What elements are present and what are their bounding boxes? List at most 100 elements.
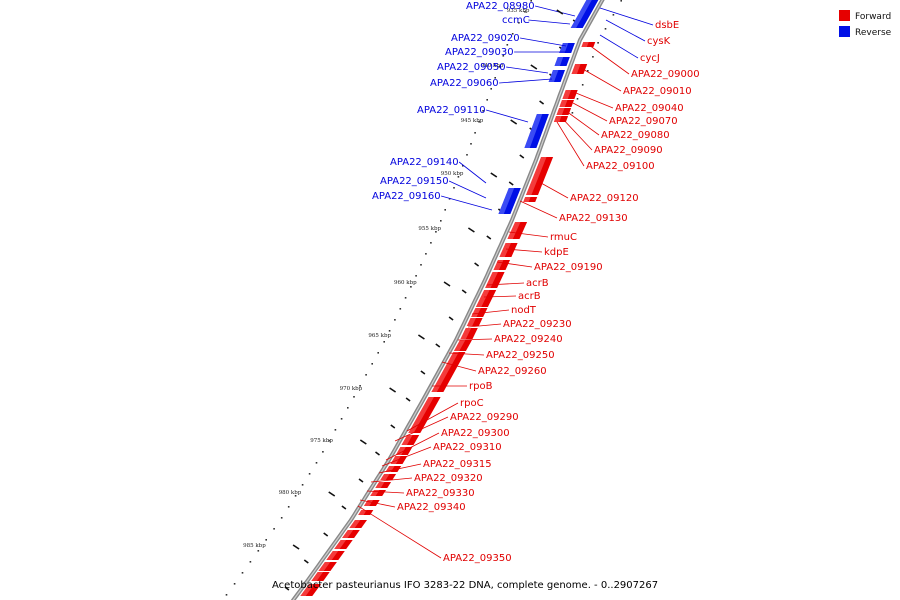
dot xyxy=(511,33,514,35)
reverse-gene[interactable] xyxy=(559,43,575,53)
forward-gene[interactable] xyxy=(507,222,528,239)
forward-gene[interactable] xyxy=(556,108,572,115)
forward-gene-label[interactable]: cycJ xyxy=(640,53,660,64)
reverse-gene[interactable] xyxy=(570,14,591,28)
forward-gene[interactable] xyxy=(380,474,397,480)
reverse-gene-label[interactable]: APA22_09150 xyxy=(380,176,449,187)
forward-gene-label[interactable]: APA22_09230 xyxy=(503,319,572,330)
forward-gene-label[interactable]: APA22_09010 xyxy=(623,86,692,97)
forward-gene-label[interactable]: APA22_09330 xyxy=(406,488,475,499)
forward-gene[interactable] xyxy=(499,243,518,257)
forward-gene[interactable] xyxy=(485,272,505,288)
reverse-gene-label[interactable]: APA22_09050 xyxy=(437,62,506,73)
forward-gene-label[interactable]: cysK xyxy=(647,36,671,47)
forward-gene[interactable] xyxy=(300,584,322,596)
reverse-gene[interactable] xyxy=(548,70,565,82)
forward-gene[interactable] xyxy=(471,308,488,317)
minor-tick xyxy=(358,478,364,483)
forward-gene[interactable] xyxy=(581,42,596,47)
forward-gene[interactable] xyxy=(334,540,353,549)
forward-gene[interactable] xyxy=(408,397,441,433)
forward-gene-label[interactable]: rmuC xyxy=(550,232,577,243)
forward-gene[interactable] xyxy=(311,572,330,581)
reverse-gene[interactable] xyxy=(498,196,518,214)
reverse-gene-label[interactable]: APA22_09160 xyxy=(372,191,441,202)
gene-labels[interactable]: APA22_08980 ccmC APA22_09020 APA22_09030 APA… xyxy=(372,1,700,564)
forward-gene[interactable] xyxy=(375,482,392,488)
forward-gene-label[interactable]: APA22_09130 xyxy=(559,213,628,224)
forward-gene-label[interactable]: APA22_09040 xyxy=(615,103,684,114)
leader-line xyxy=(467,323,502,328)
forward-gene[interactable] xyxy=(401,435,420,445)
reverse-gene-label[interactable]: APA22_09140 xyxy=(390,157,459,168)
forward-gene[interactable] xyxy=(466,318,483,326)
minor-tick xyxy=(539,100,545,105)
forward-gene[interactable] xyxy=(370,490,386,496)
forward-gene[interactable] xyxy=(453,340,472,351)
forward-gene-label[interactable]: APA22_09250 xyxy=(486,350,555,361)
forward-gene-label[interactable]: acrB xyxy=(518,291,541,302)
reverse-gene-label[interactable]: APA22_09060 xyxy=(430,78,499,89)
forward-gene-label[interactable]: APA22_09190 xyxy=(534,262,603,273)
forward-gene-label[interactable]: APA22_09100 xyxy=(586,161,655,172)
forward-gene-label[interactable]: rpoB xyxy=(469,381,493,392)
dot xyxy=(592,56,594,58)
forward-gene-label[interactable]: rpoC xyxy=(460,398,484,409)
forward-gene[interactable] xyxy=(559,100,574,107)
forward-gene[interactable] xyxy=(553,116,569,122)
forward-gene[interactable] xyxy=(523,197,538,202)
forward-gene-label[interactable]: APA22_09260 xyxy=(478,366,547,377)
reverse-gene-label[interactable]: APA22_08980 xyxy=(466,1,535,12)
forward-gene-label[interactable]: APA22_09310 xyxy=(433,442,502,453)
reverse-gene[interactable] xyxy=(578,0,599,14)
forward-gene[interactable] xyxy=(460,328,478,339)
dot xyxy=(280,517,283,519)
forward-gene[interactable] xyxy=(342,530,360,538)
forward-gene-label[interactable]: kdpE xyxy=(544,247,569,258)
forward-gene-label[interactable]: dsbE xyxy=(655,20,679,31)
forward-gene[interactable] xyxy=(318,562,337,571)
forward-gene-label[interactable]: acrB xyxy=(526,278,549,289)
forward-gene-label[interactable]: nodT xyxy=(511,305,537,316)
forward-gene[interactable] xyxy=(358,510,374,515)
forward-gene[interactable] xyxy=(571,64,588,74)
legend-label: Forward xyxy=(855,12,891,22)
forward-gene-label[interactable]: APA22_09315 xyxy=(423,459,492,470)
forward-gene[interactable] xyxy=(526,157,554,195)
forward-gene-label[interactable]: APA22_09090 xyxy=(594,145,663,156)
forward-gene-label[interactable]: APA22_09350 xyxy=(443,553,512,564)
forward-gene-label[interactable]: APA22_09320 xyxy=(414,473,483,484)
forward-gene-label[interactable]: APA22_09300 xyxy=(441,428,510,439)
forward-gene-label[interactable]: APA22_09290 xyxy=(450,412,519,423)
forward-gene-label[interactable]: APA22_09000 xyxy=(631,69,700,80)
reverse-gene[interactable] xyxy=(554,57,570,66)
forward-gene[interactable] xyxy=(493,260,511,270)
reverse-gene-label[interactable]: APA22_09110 xyxy=(417,105,486,116)
forward-gene-label[interactable]: APA22_09240 xyxy=(494,334,563,345)
gene-shade xyxy=(499,243,511,257)
reverse-gene[interactable] xyxy=(524,114,549,148)
reverse-gene-label[interactable]: APA22_09030 xyxy=(445,47,514,58)
leader-line xyxy=(378,463,422,474)
forward-gene[interactable] xyxy=(326,551,345,560)
forward-gene[interactable] xyxy=(475,290,497,307)
leader-line xyxy=(448,180,487,199)
forward-gene-label[interactable]: APA22_09120 xyxy=(570,193,639,204)
forward-gene-label[interactable]: APA22_09340 xyxy=(397,502,466,513)
leader-line xyxy=(496,261,533,268)
forward-gene-label[interactable]: APA22_09080 xyxy=(601,130,670,141)
reverse-gene-label[interactable]: ccmC xyxy=(502,15,530,26)
forward-gene[interactable] xyxy=(431,352,466,392)
reverse-gene[interactable] xyxy=(505,188,521,196)
major-tick xyxy=(417,334,425,340)
forward-gene-label[interactable]: APA22_09070 xyxy=(609,116,678,127)
gene-shade xyxy=(526,157,547,195)
reverse-gene-label[interactable]: APA22_09020 xyxy=(451,33,520,44)
gene-shade xyxy=(571,64,581,74)
forward-gene[interactable] xyxy=(562,90,578,99)
gene-features[interactable] xyxy=(300,0,599,596)
forward-gene[interactable] xyxy=(349,520,367,528)
dot xyxy=(506,44,509,46)
legend-swatch xyxy=(839,26,850,37)
